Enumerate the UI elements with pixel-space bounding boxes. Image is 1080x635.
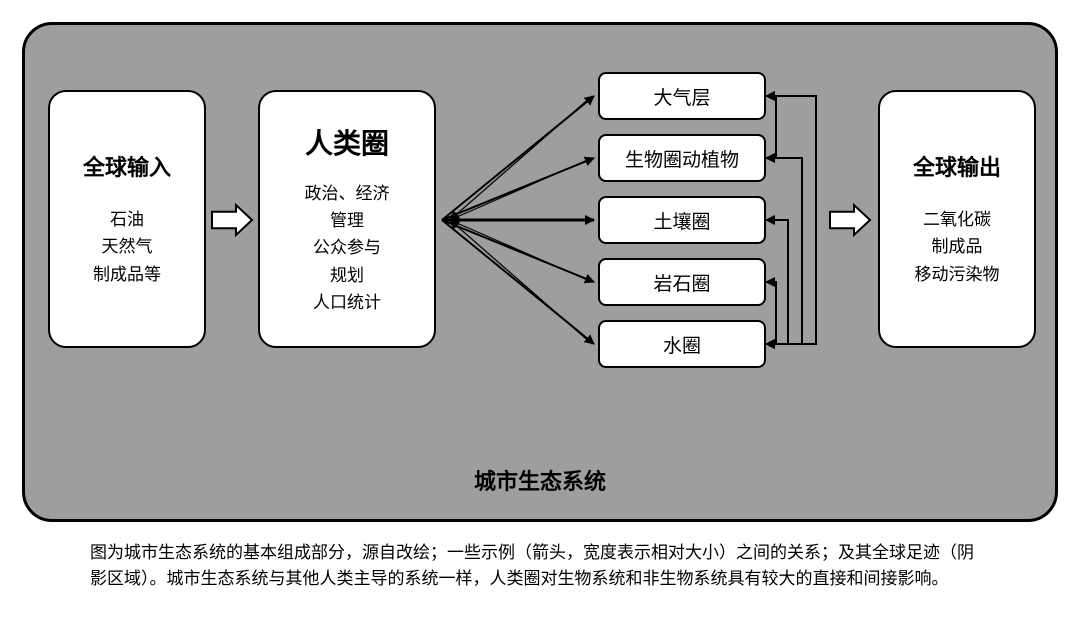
global-input-box: 全球输入 石油 天然气 制成品等	[48, 90, 206, 348]
global-output-item: 移动污染物	[915, 261, 1000, 288]
caption-text: 图为城市生态系统的基本组成部分，源自改绘；一些示例（箭头，宽度表示相对大小）之间…	[90, 540, 990, 591]
anthroposphere-item: 公众参与	[313, 234, 381, 261]
sphere-label: 水圈	[663, 331, 701, 358]
global-input-item: 天然气	[102, 233, 153, 260]
anthroposphere-item: 管理	[330, 207, 364, 234]
sphere-label: 土壤圈	[653, 207, 710, 234]
system-title: 城市生态系统	[0, 464, 1080, 496]
global-input-title: 全球输入	[83, 150, 171, 182]
global-output-item: 二氧化碳	[923, 206, 991, 233]
sphere-label: 大气层	[653, 83, 710, 110]
global-input-item: 制成品等	[93, 261, 161, 288]
global-output-item: 制成品	[932, 233, 983, 260]
global-output-title: 全球输出	[913, 150, 1001, 182]
sphere-atmosphere: 大气层	[598, 72, 766, 120]
anthroposphere-item: 规划	[330, 262, 364, 289]
sphere-biosphere: 生物圈动植物	[598, 134, 766, 182]
anthroposphere-item: 政治、经济	[305, 180, 390, 207]
sphere-pedosphere: 土壤圈	[598, 196, 766, 244]
global-input-item: 石油	[110, 206, 144, 233]
global-output-box: 全球输出 二氧化碳 制成品 移动污染物	[878, 90, 1036, 348]
sphere-lithosphere: 岩石圈	[598, 258, 766, 306]
anthroposphere-box: 人类圈 政治、经济 管理 公众参与 规划 人口统计	[258, 90, 436, 348]
sphere-label: 岩石圈	[653, 269, 710, 296]
sphere-hydrosphere: 水圈	[598, 320, 766, 368]
sphere-label: 生物圈动植物	[625, 145, 739, 172]
anthroposphere-title: 人类圈	[305, 122, 389, 162]
anthroposphere-item: 人口统计	[313, 289, 381, 316]
